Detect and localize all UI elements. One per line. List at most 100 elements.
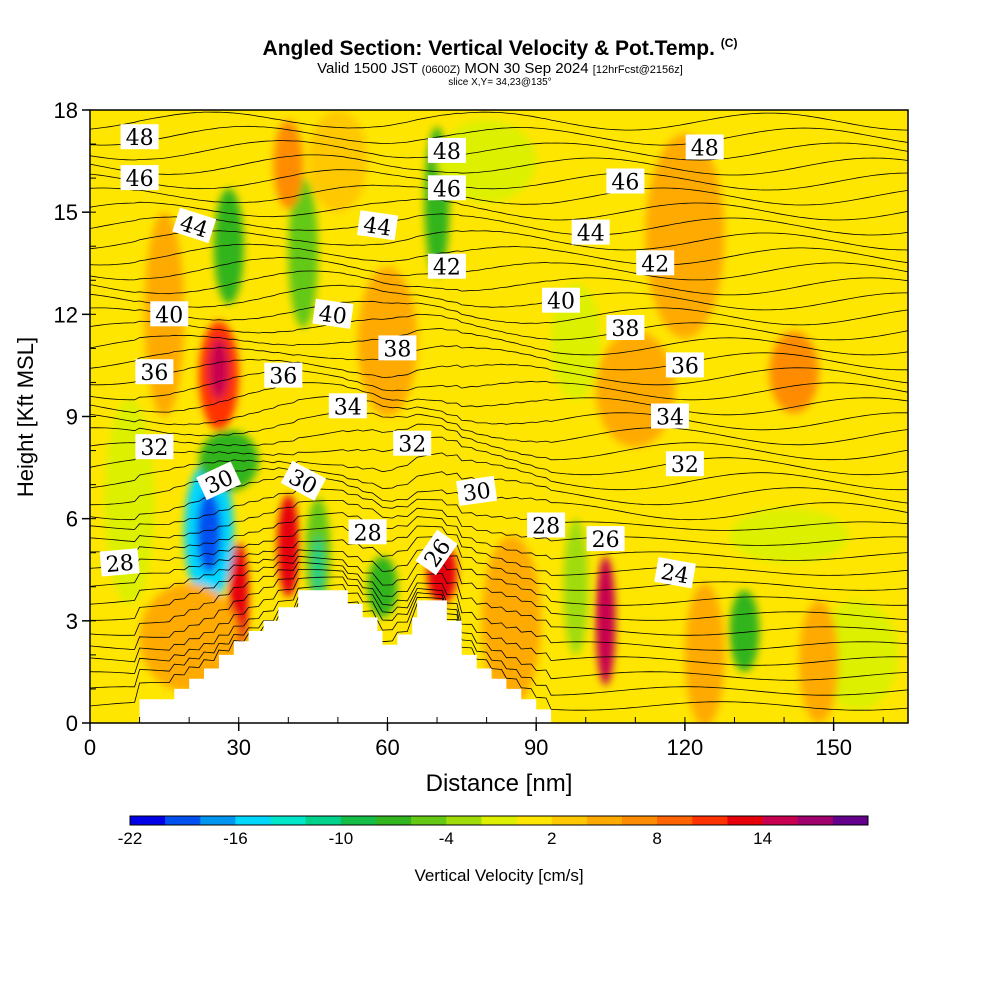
- isentrope-label-13: 40: [542, 287, 580, 315]
- x-tick-label: 0: [84, 735, 96, 760]
- velocity-cell-19: [729, 590, 760, 672]
- isentrope-label-text: 26: [592, 528, 620, 553]
- isentrope-label-text: 42: [641, 252, 669, 277]
- isentrope-label-text: 48: [126, 126, 154, 151]
- colorbar-frame: [129, 815, 869, 826]
- isentrope-line-5: [90, 561, 908, 636]
- isentrope-label-box: [654, 557, 696, 589]
- velocity-cell-1: [196, 491, 222, 574]
- isentrope-label-box: [120, 124, 159, 150]
- isentrope-label-21: 32: [135, 434, 174, 461]
- colorbar-swatch: [551, 816, 588, 825]
- isentrope-label-text: 40: [155, 303, 183, 328]
- isentrope-line-27: [90, 284, 908, 311]
- isentrope-line-32: [90, 213, 908, 236]
- colorbar-tick-label: -4: [439, 829, 454, 848]
- isentrope-label-20: 34: [651, 403, 689, 431]
- isentrope-line-4: [90, 569, 908, 651]
- velocity-cell-30: [684, 583, 725, 723]
- isentrope-label-text: 28: [532, 515, 560, 540]
- colorbar-tick-label: 8: [652, 829, 661, 848]
- isentrope-label-28: 28: [348, 519, 387, 546]
- isentrope-line-39: [90, 111, 908, 131]
- isentrope-line-30: [90, 243, 908, 266]
- copyright-mark: (C): [720, 36, 738, 50]
- isentrope-label-15: 38: [606, 315, 645, 342]
- isentrope-label-text: 32: [140, 436, 168, 461]
- x-tick-label: 90: [524, 735, 548, 760]
- velocity-cell-10: [595, 556, 616, 686]
- colorbar-swatch: [516, 816, 553, 825]
- colorbar-tick-label: 2: [547, 829, 556, 848]
- velocity-cell-21: [818, 600, 899, 710]
- isentrope-line-35: [90, 169, 908, 191]
- isentrope-label-box: [427, 137, 466, 163]
- isentrope-label-14: 38: [378, 335, 417, 362]
- isentrope-line-10: [90, 512, 908, 561]
- isentrope-label-box: [427, 175, 466, 201]
- isentrope-line-23: [90, 345, 908, 371]
- isentrope-line-9: [90, 525, 908, 576]
- isentrope-label-text: 34: [656, 406, 684, 431]
- isentrope-label-27: 28: [99, 548, 140, 578]
- velocity-cell-14: [213, 188, 244, 305]
- isentrope-label-box: [120, 165, 159, 191]
- isentrope-line-31: [90, 230, 908, 251]
- velocity-cell-17: [367, 556, 398, 618]
- isentrope-line-12: [90, 488, 908, 531]
- colorbar-tick-label: -22: [118, 829, 143, 848]
- isentrope-label-box: [685, 134, 724, 160]
- isentrope-line-2: [90, 584, 908, 681]
- isentrope-line-29: [90, 257, 908, 281]
- isentrope-label-32: 24: [654, 557, 696, 589]
- isentrope-label-box: [172, 207, 217, 244]
- isentrope-label-text: 32: [671, 453, 699, 478]
- isentrope-label-box: [328, 393, 367, 419]
- valid-utc: (0600Z): [421, 64, 461, 76]
- velocity-cell-20: [729, 508, 849, 563]
- colorbar-swatch: [762, 816, 799, 825]
- colorbar-swatch: [200, 816, 236, 825]
- x-axis: 0 30 60 90 120 150: [84, 717, 884, 760]
- isentrope-line-8: [90, 536, 908, 591]
- isentrope-label-4: 46: [427, 175, 466, 202]
- isentrope-label-31: 26: [586, 526, 625, 553]
- isentrope-label-16: 36: [135, 359, 174, 386]
- isentrope-label-26: 30: [456, 475, 498, 508]
- colorbar-swatch: [270, 816, 307, 825]
- isentrope-label-text: 36: [140, 361, 168, 386]
- isentrope-line-1: [90, 592, 908, 696]
- isentrope-label-box: [571, 219, 610, 245]
- isentrope-line-11: [90, 500, 908, 546]
- isentrope-label-box: [264, 362, 303, 388]
- y-tick-label: 9: [66, 405, 78, 430]
- isentrope-label-box: [456, 475, 498, 506]
- isentrope-label-text: 46: [433, 177, 461, 202]
- isentrope-label-box: [135, 434, 174, 460]
- velocity-cell-8: [277, 494, 300, 597]
- y-tick-label: 12: [54, 302, 78, 327]
- isentrope-label-box: [586, 526, 625, 552]
- colorbar-label: Vertical Velocity [cm/s]: [414, 866, 583, 885]
- isentrope-label-0: 48: [120, 124, 159, 151]
- x-tick-label: 60: [375, 735, 399, 760]
- colorbar-swatch: [235, 816, 271, 825]
- isentrope-label-text: 24: [659, 560, 691, 589]
- isentrope-label-text: 30: [461, 479, 492, 508]
- isentrope-label-text: 46: [126, 167, 154, 192]
- colorbar-tick-label: -16: [223, 829, 248, 848]
- isentrope-label-23: 32: [665, 451, 704, 478]
- velocity-cell-18: [563, 518, 589, 655]
- isentrope-label-text: 36: [269, 365, 297, 390]
- chart-subtitle: Valid 1500 JST (0600Z) MON 30 Sep 2024 […: [0, 60, 1000, 77]
- isentrope-label-box: [636, 250, 675, 276]
- isentrope-label-box: [393, 430, 432, 456]
- isentrope-label-text: 46: [611, 171, 639, 196]
- y-tick-label: 3: [66, 609, 78, 634]
- isentrope-label-box: [665, 352, 704, 378]
- colorbar-swatch: [340, 816, 377, 825]
- isentrope-line-26: [90, 300, 908, 326]
- isentrope-label-19: 34: [328, 393, 367, 420]
- isentrope-line-36: [90, 154, 908, 176]
